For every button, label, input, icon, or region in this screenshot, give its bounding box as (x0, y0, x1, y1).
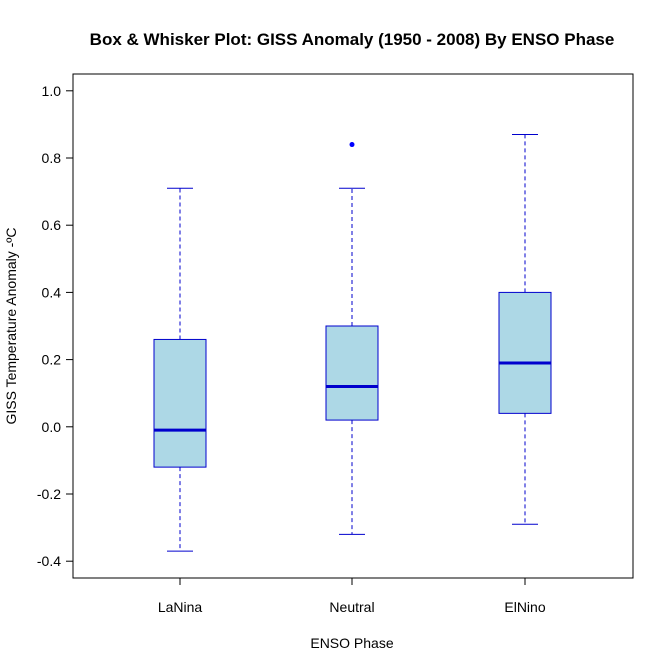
y-axis-label: GISS Temperature Anomaly -ºC (3, 227, 19, 424)
plot-frame (72, 73, 634, 579)
y-tick-label-1: -0.2 (37, 486, 61, 502)
y-tick-label-7: 1.0 (42, 83, 62, 99)
chart-title: Box & Whisker Plot: GISS Anomaly (1950 -… (90, 30, 615, 49)
iqr-box-elnino (498, 291, 552, 414)
iqr-box-neutral (325, 325, 379, 421)
box-elnino (498, 133, 552, 525)
y-tick-label-2: 0.0 (42, 419, 62, 435)
box-lanina (153, 187, 207, 552)
boxes-group (153, 133, 552, 552)
x-axis-label: ENSO Phase (310, 635, 393, 651)
box-neutral (325, 142, 379, 535)
outlier-point-neutral-0 (349, 142, 355, 148)
x-tick-label-1: Neutral (329, 599, 374, 615)
y-tick-label-0: -0.4 (37, 553, 61, 569)
x-tick-label-2: ElNino (504, 599, 545, 615)
iqr-box-lanina (153, 338, 207, 468)
y-axis: -0.4 -0.2 0.0 0.2 0.4 0.6 0.8 1.0 (37, 83, 73, 569)
y-tick-label-6: 0.8 (42, 150, 62, 166)
x-axis: LaNina Neutral ElNino (158, 578, 546, 615)
y-tick-label-3: 0.2 (42, 352, 62, 368)
y-tick-label-4: 0.4 (42, 284, 62, 300)
y-tick-label-5: 0.6 (42, 217, 62, 233)
x-tick-label-0: LaNina (158, 599, 203, 615)
